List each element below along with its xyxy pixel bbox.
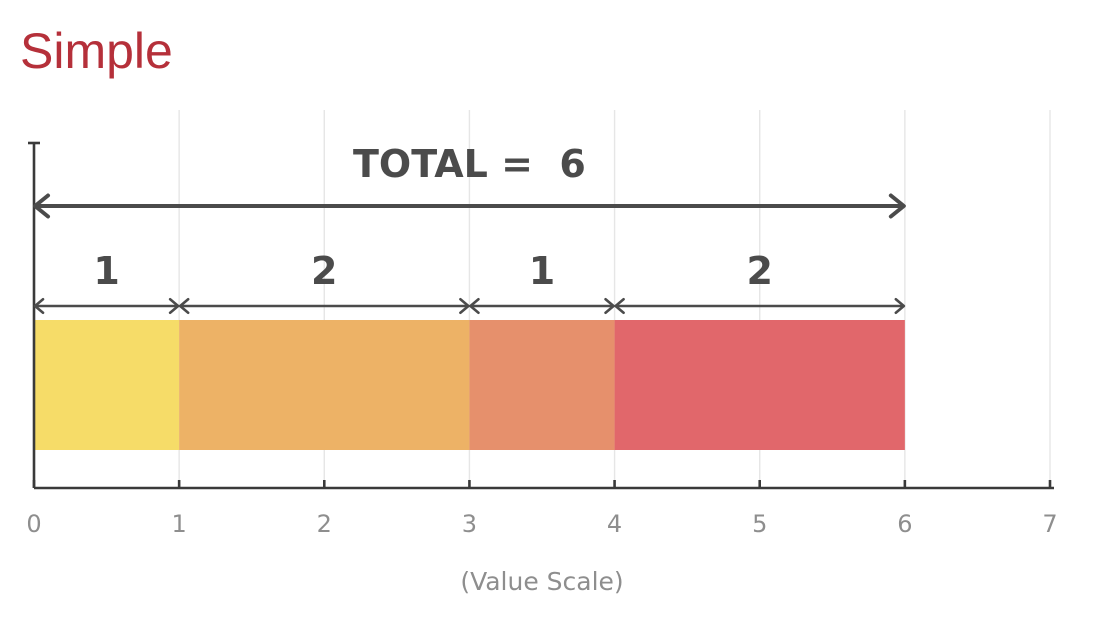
bar-segment bbox=[614, 320, 905, 450]
x-tick-label: 2 bbox=[317, 510, 332, 538]
total-arrow bbox=[33, 193, 906, 219]
arrow-head-left bbox=[33, 193, 50, 219]
grid bbox=[178, 110, 1051, 488]
segment-arrow bbox=[33, 297, 180, 315]
span-arrows bbox=[33, 193, 906, 315]
arrow-head-right bbox=[604, 297, 615, 315]
x-tick-label: 5 bbox=[752, 510, 767, 538]
arrow-head-left bbox=[33, 297, 45, 315]
x-tick-label: 3 bbox=[462, 510, 477, 538]
x-tick-label: 4 bbox=[607, 510, 622, 538]
segment-labels: 1 2 1 2 bbox=[93, 249, 773, 293]
segment-arrow bbox=[469, 297, 615, 315]
segment-label: 1 bbox=[529, 249, 555, 293]
arrow-head-left bbox=[614, 297, 625, 315]
x-tick-label: 0 bbox=[26, 510, 41, 538]
bar-segment bbox=[469, 320, 615, 450]
chart-title: Simple bbox=[20, 23, 173, 79]
segment-label: 2 bbox=[746, 249, 772, 293]
bar-segment bbox=[179, 320, 470, 450]
x-tick-label: 1 bbox=[172, 510, 187, 538]
total-label: TOTAL = 6 bbox=[353, 142, 586, 186]
arrow-head-left bbox=[178, 297, 190, 315]
arrow-head-right bbox=[888, 193, 906, 219]
segment-label: 1 bbox=[93, 249, 119, 293]
segment-label: 2 bbox=[311, 249, 337, 293]
arrow-head-right bbox=[168, 297, 180, 315]
axes: 0 1 2 3 4 5 6 7 bbox=[26, 141, 1058, 538]
arrow-head-left bbox=[469, 297, 480, 315]
segment-arrow bbox=[614, 297, 906, 315]
bar-segment bbox=[34, 320, 180, 450]
x-axis-label: (Value Scale) bbox=[460, 567, 623, 596]
arrow-head-right bbox=[894, 297, 906, 315]
x-tick-label: 6 bbox=[897, 510, 912, 538]
segment-arrow bbox=[178, 297, 470, 315]
x-tick-label: 7 bbox=[1042, 510, 1057, 538]
arrow-head-right bbox=[459, 297, 470, 315]
bar-segments bbox=[34, 320, 905, 450]
